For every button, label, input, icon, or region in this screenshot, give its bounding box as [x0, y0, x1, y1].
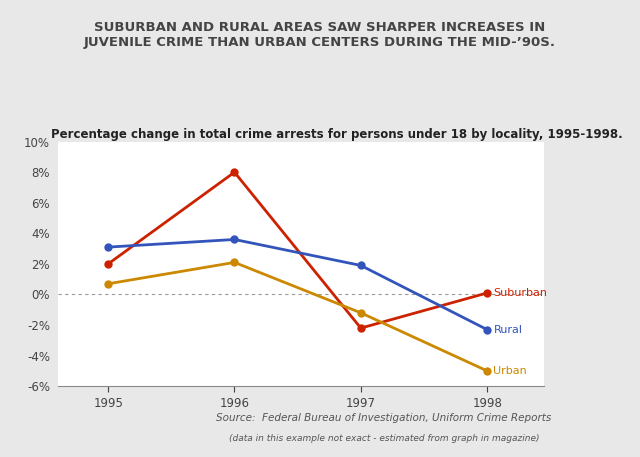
Text: Source:  Federal Bureau of Investigation, Uniform Crime Reports: Source: Federal Bureau of Investigation,…	[216, 413, 552, 423]
Text: Suburban: Suburban	[493, 288, 547, 298]
Text: SUBURBAN AND RURAL AREAS SAW SHARPER INCREASES IN
JUVENILE CRIME THAN URBAN CENT: SUBURBAN AND RURAL AREAS SAW SHARPER INC…	[84, 21, 556, 48]
Text: (data in this example not exact - estimated from graph in magazine): (data in this example not exact - estima…	[228, 434, 540, 443]
Text: Urban: Urban	[493, 366, 527, 376]
Text: Rural: Rural	[493, 324, 522, 335]
Text: Percentage change in total crime arrests for persons under 18 by locality, 1995-: Percentage change in total crime arrests…	[51, 128, 623, 141]
